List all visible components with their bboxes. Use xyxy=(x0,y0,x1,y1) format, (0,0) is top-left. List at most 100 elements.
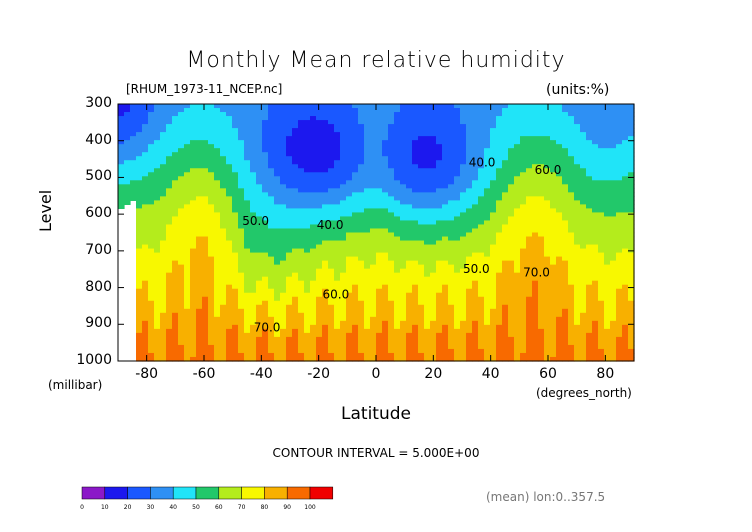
contour-cell xyxy=(448,104,455,109)
contour-cell xyxy=(358,236,365,242)
contour-cell xyxy=(502,172,509,177)
contour-cell xyxy=(382,240,389,246)
contour-cell xyxy=(316,140,323,145)
contour-cell xyxy=(202,196,209,201)
contour-cell xyxy=(358,232,365,238)
contour-cell xyxy=(148,328,155,334)
contour-cell xyxy=(166,108,173,113)
contour-cell xyxy=(526,292,533,298)
contour-cell xyxy=(262,216,269,222)
contour-cell xyxy=(328,208,335,214)
contour-cell xyxy=(382,320,389,326)
contour-cell xyxy=(334,272,341,278)
contour-cell xyxy=(322,140,329,145)
contour-cell xyxy=(562,216,569,222)
contour-cell xyxy=(304,320,311,326)
contour-cell xyxy=(478,276,485,282)
contour-cell xyxy=(340,208,347,214)
contour-cell xyxy=(466,140,473,145)
contour-cell xyxy=(544,300,551,306)
contour-cell xyxy=(352,116,359,121)
contour-cell xyxy=(340,344,347,350)
contour-cell xyxy=(196,164,203,169)
contour-cell xyxy=(484,268,491,274)
contour-cell xyxy=(448,184,455,189)
contour-cell xyxy=(304,232,311,238)
contour-cell xyxy=(364,304,371,310)
contour-cell xyxy=(436,240,443,246)
contour-cell xyxy=(472,356,479,362)
contour-cell xyxy=(394,132,401,137)
contour-cell xyxy=(178,240,185,246)
contour-cell xyxy=(340,220,347,226)
contour-cell xyxy=(562,160,569,165)
contour-cell xyxy=(316,116,323,121)
contour-cell xyxy=(388,104,395,109)
contour-cell xyxy=(586,256,593,262)
contour-cell xyxy=(298,336,305,342)
contour-cell xyxy=(304,252,311,258)
contour-cell xyxy=(154,272,161,278)
contour-cell xyxy=(340,192,347,197)
contour-cell xyxy=(178,324,185,330)
contour-cell xyxy=(406,136,413,141)
contour-cell xyxy=(316,236,323,242)
contour-cell xyxy=(118,120,125,125)
contour-cell xyxy=(220,188,227,193)
contour-cell xyxy=(202,300,209,306)
contour-cell xyxy=(460,156,467,161)
contour-cell xyxy=(490,340,497,346)
contour-cell xyxy=(460,272,467,278)
contour-cell xyxy=(280,164,287,169)
contour-cell xyxy=(370,112,377,117)
contour-cell xyxy=(148,236,155,242)
contour-cell xyxy=(490,348,497,354)
contour-cell xyxy=(214,296,221,302)
contour-cell xyxy=(208,204,215,210)
contour-cell xyxy=(310,128,317,133)
contour-cell xyxy=(286,312,293,318)
contour-cell xyxy=(388,288,395,294)
contour-cell xyxy=(448,280,455,286)
contour-cell xyxy=(460,192,467,197)
contour-cell xyxy=(226,156,233,161)
contour-cell xyxy=(226,196,233,201)
contour-cell xyxy=(202,308,209,314)
contour-cell xyxy=(208,232,215,238)
contour-cell xyxy=(496,108,503,113)
contour-cell xyxy=(472,264,479,270)
contour-cell xyxy=(478,144,485,149)
contour-cell xyxy=(316,284,323,290)
contour-cell xyxy=(412,324,419,330)
contour-cell xyxy=(574,228,581,234)
contour-cell xyxy=(268,292,275,298)
contour-cell xyxy=(160,140,167,145)
contour-cell xyxy=(262,296,269,302)
contour-cell xyxy=(220,340,227,346)
contour-cell xyxy=(214,340,221,346)
contour-cell xyxy=(346,156,353,161)
contour-cell xyxy=(514,284,521,290)
contour-cell xyxy=(358,228,365,234)
contour-cell xyxy=(262,320,269,326)
contour-cell xyxy=(268,288,275,294)
contour-cell xyxy=(160,216,167,222)
contour-cell xyxy=(166,352,173,358)
contour-cell xyxy=(262,288,269,294)
contour-cell xyxy=(208,160,215,165)
contour-cell xyxy=(196,264,203,270)
contour-cell xyxy=(274,244,281,250)
contour-cell xyxy=(310,312,317,318)
contour-cell xyxy=(250,304,257,310)
contour-cell xyxy=(154,220,161,226)
contour-cell xyxy=(262,248,269,254)
contour-cell xyxy=(400,352,407,358)
contour-cell xyxy=(382,168,389,173)
contour-cell xyxy=(262,128,269,133)
contour-cell xyxy=(346,228,353,234)
contour-cell xyxy=(520,220,527,226)
contour-cell xyxy=(292,212,299,218)
contour-cell xyxy=(142,240,149,246)
contour-cell xyxy=(364,116,371,121)
contour-cell xyxy=(574,252,581,258)
